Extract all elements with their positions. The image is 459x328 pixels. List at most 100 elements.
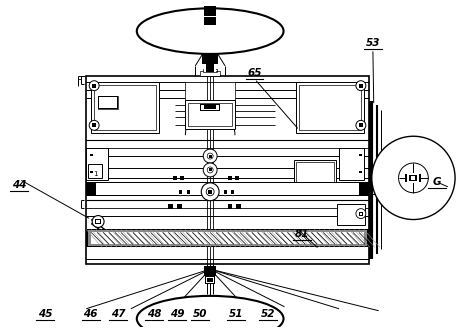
Bar <box>200 71 220 76</box>
Bar <box>359 171 362 173</box>
Circle shape <box>356 209 366 218</box>
Bar <box>235 176 239 180</box>
Circle shape <box>207 167 213 173</box>
Bar <box>91 233 364 244</box>
Text: 49: 49 <box>170 309 185 319</box>
Bar <box>218 123 223 128</box>
Ellipse shape <box>137 8 284 54</box>
Bar <box>200 104 220 112</box>
Bar <box>96 219 100 223</box>
Circle shape <box>207 153 213 159</box>
Bar <box>200 71 220 76</box>
Text: 65: 65 <box>247 68 262 78</box>
Bar <box>179 190 182 194</box>
Bar <box>98 95 118 110</box>
Text: 51: 51 <box>229 309 244 319</box>
Bar <box>202 54 218 64</box>
Bar <box>204 6 216 16</box>
Bar <box>228 123 233 128</box>
Bar <box>174 176 178 180</box>
Circle shape <box>201 183 219 201</box>
Text: 48: 48 <box>147 309 162 319</box>
Bar <box>95 218 101 224</box>
Bar <box>98 95 118 110</box>
Bar <box>206 64 214 72</box>
Text: 45: 45 <box>38 309 52 319</box>
Circle shape <box>356 120 366 130</box>
Bar <box>339 148 364 180</box>
Circle shape <box>358 169 364 175</box>
Bar <box>359 123 363 127</box>
Bar <box>177 204 182 209</box>
Bar <box>88 231 367 246</box>
Bar <box>198 123 203 128</box>
Bar <box>359 84 363 88</box>
Bar <box>86 230 369 247</box>
Bar <box>188 123 193 128</box>
Bar <box>90 154 93 156</box>
Bar <box>88 150 96 162</box>
Bar <box>201 105 219 111</box>
Text: 52: 52 <box>261 309 275 319</box>
Bar <box>224 190 227 194</box>
Bar <box>99 96 117 109</box>
Bar <box>88 150 96 162</box>
Bar <box>228 204 232 209</box>
Circle shape <box>88 169 95 175</box>
Bar <box>359 212 363 215</box>
Bar <box>409 175 417 181</box>
Bar <box>208 190 212 194</box>
Circle shape <box>356 81 366 91</box>
Bar <box>86 182 369 196</box>
Circle shape <box>206 188 214 196</box>
Bar <box>204 17 216 25</box>
Bar <box>408 173 420 183</box>
Bar <box>209 154 212 157</box>
Circle shape <box>203 163 217 177</box>
Bar <box>92 123 96 127</box>
Bar <box>337 204 365 225</box>
Bar <box>205 276 215 284</box>
Ellipse shape <box>137 296 284 328</box>
Bar <box>203 69 217 72</box>
Bar <box>96 183 359 195</box>
Bar <box>206 277 214 283</box>
Circle shape <box>358 152 364 158</box>
Circle shape <box>92 215 104 227</box>
Text: 44: 44 <box>12 180 27 190</box>
Circle shape <box>88 152 95 158</box>
Bar <box>297 162 334 183</box>
Text: 50: 50 <box>193 309 207 319</box>
Text: 47: 47 <box>111 309 125 319</box>
Bar <box>86 76 369 264</box>
Bar <box>204 64 216 72</box>
Bar <box>185 100 235 129</box>
Circle shape <box>185 188 192 196</box>
Circle shape <box>203 149 217 163</box>
Bar <box>405 174 421 182</box>
Bar <box>209 169 212 172</box>
Circle shape <box>89 81 99 91</box>
Bar <box>299 85 361 130</box>
Text: 46: 46 <box>84 309 98 319</box>
Bar <box>294 160 336 185</box>
Bar <box>188 103 232 126</box>
Bar <box>297 82 364 133</box>
Bar <box>180 176 185 180</box>
Bar <box>228 176 232 180</box>
Bar <box>231 190 235 194</box>
Text: 81: 81 <box>295 229 309 239</box>
Bar <box>411 176 415 180</box>
Text: G: G <box>432 177 441 187</box>
Bar <box>185 82 235 112</box>
Circle shape <box>229 188 237 196</box>
Bar <box>341 150 361 164</box>
Bar <box>94 85 156 130</box>
Bar <box>187 190 190 194</box>
Bar <box>236 204 241 209</box>
Bar <box>86 148 108 180</box>
Bar <box>204 266 216 276</box>
Text: 53: 53 <box>366 38 380 48</box>
Circle shape <box>176 188 185 196</box>
Circle shape <box>398 163 428 193</box>
